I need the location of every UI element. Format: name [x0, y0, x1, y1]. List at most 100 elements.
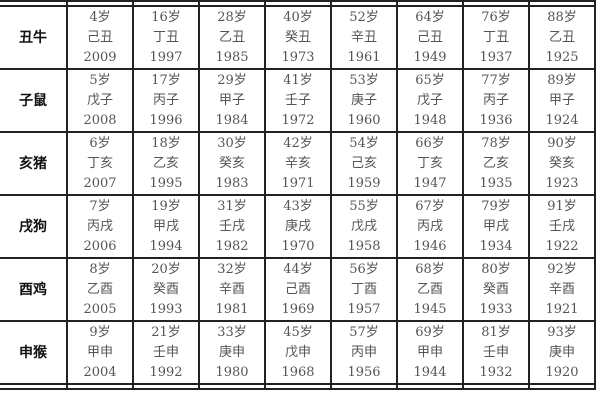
ganzhi-text: 癸亥: [218, 155, 245, 171]
age-text: 4岁: [89, 9, 111, 25]
ganzhi-text: 甲申: [86, 344, 113, 360]
age-text: 7岁: [89, 198, 111, 214]
ganzhi-text: 甲子: [548, 92, 575, 108]
ganzhi-text: 癸酉: [152, 281, 179, 297]
age-text: 17岁: [151, 72, 181, 88]
year-text: 1960: [347, 112, 381, 128]
year-text: 1961: [347, 49, 381, 65]
year-text: 1923: [545, 175, 579, 191]
age-text: 66岁: [415, 135, 445, 151]
year-text: 1996: [149, 112, 183, 128]
table-cell: [330, 383, 398, 390]
year-text: 1947: [413, 175, 447, 191]
age-text: 81岁: [481, 324, 511, 340]
year-text: 2007: [83, 175, 117, 191]
zodiac-label: 戌狗: [0, 194, 68, 259]
table-cell: 41岁 壬子 1972: [264, 68, 332, 133]
age-text: 77岁: [481, 72, 511, 88]
age-text: 6岁: [89, 135, 111, 151]
age-text: 57岁: [349, 324, 379, 340]
age-text: 65岁: [415, 72, 445, 88]
table-cell: [528, 383, 596, 390]
ganzhi-text: 乙酉: [86, 281, 113, 297]
table-row-partial-bottom: [0, 383, 596, 390]
year-text: 1937: [479, 49, 513, 65]
age-text: 67岁: [415, 198, 445, 214]
age-text: 88岁: [547, 9, 577, 25]
row-label: [0, 383, 68, 390]
table-cell: [132, 383, 200, 390]
table-cell: [66, 0, 134, 7]
age-text: 54岁: [349, 135, 379, 151]
age-text: 9岁: [89, 324, 111, 340]
age-text: 80岁: [481, 261, 511, 277]
year-text: 1949: [413, 49, 447, 65]
table-cell: 42岁 辛亥 1971: [264, 131, 332, 196]
age-text: 18岁: [151, 135, 181, 151]
table-cell: 30岁 癸亥 1983: [198, 131, 266, 196]
table-cell: [462, 0, 530, 7]
age-text: 64岁: [415, 9, 445, 25]
ganzhi-text: 辛酉: [218, 281, 245, 297]
ganzhi-text: 丁丑: [482, 29, 509, 45]
age-text: 45岁: [283, 324, 313, 340]
table-cell: 40岁 癸丑 1973: [264, 5, 332, 70]
ganzhi-text: 庚戌: [284, 218, 311, 234]
table-cell: 66岁 丁亥 1947: [396, 131, 464, 196]
age-text: 42岁: [283, 135, 313, 151]
table-cell: [330, 0, 398, 7]
ganzhi-text: 乙丑: [218, 29, 245, 45]
table-cell: 56岁 丁酉 1957: [330, 257, 398, 322]
age-text: 44岁: [283, 261, 313, 277]
age-text: 90岁: [547, 135, 577, 151]
year-text: 1932: [479, 364, 513, 380]
year-text: 1957: [347, 301, 381, 317]
table-cell: 57岁丙申 1956: [330, 320, 398, 385]
table-cell: [132, 0, 200, 7]
age-text: 68岁: [415, 261, 445, 277]
ganzhi-text: 丙申: [350, 344, 377, 360]
age-text: 53岁: [349, 72, 379, 88]
age-text: 32岁: [217, 261, 247, 277]
year-text: 2006: [83, 238, 117, 254]
year-text: 1985: [215, 49, 249, 65]
year-text: 1970: [281, 238, 315, 254]
year-text: 1983: [215, 175, 249, 191]
table-cell: 9岁 甲申 2004: [66, 320, 134, 385]
table-cell: 78岁 乙亥 1935: [462, 131, 530, 196]
ganzhi-text: 庚申: [218, 344, 245, 360]
table-cell: 89岁 甲子 1924: [528, 68, 596, 133]
year-text: 1971: [281, 175, 315, 191]
year-text: 1982: [215, 238, 249, 254]
table-cell: 8岁 乙酉 2005: [66, 257, 134, 322]
table-cell: 80岁 癸酉 1933: [462, 257, 530, 322]
age-text: 19岁: [151, 198, 181, 214]
table-cell: 64岁己丑 1949: [396, 5, 464, 70]
table-cell: 45岁 戊申 1968: [264, 320, 332, 385]
age-text: 43岁: [283, 198, 313, 214]
row-label: [0, 0, 68, 7]
table-cell: 54岁 己亥 1959: [330, 131, 398, 196]
ganzhi-text: 甲子: [218, 92, 245, 108]
table-cell: 17岁 丙子 1996: [132, 68, 200, 133]
table-cell: 44岁 己酉 1969: [264, 257, 332, 322]
table-cell: [528, 0, 596, 7]
age-text: 69岁: [415, 324, 445, 340]
ganzhi-text: 壬子: [284, 92, 311, 108]
year-text: 1956: [347, 364, 381, 380]
age-text: 40岁: [283, 9, 313, 25]
zodiac-age-table-view: 丑牛 4岁 己丑 2009 16岁 丁丑 1997 28岁 乙丑 1985 40岁 癸丑 1973 52岁…: [0, 0, 596, 390]
ganzhi-text: 己丑: [86, 29, 113, 45]
ganzhi-text: 戊子: [416, 92, 443, 108]
ganzhi-text: 辛丑: [350, 29, 377, 45]
ganzhi-text: 乙亥: [482, 155, 509, 171]
table-cell: 32岁 辛酉 1981: [198, 257, 266, 322]
ganzhi-text: 乙亥: [152, 155, 179, 171]
table-row: 子鼠 5岁 戊子 2008 17岁 丙子 1996 29岁 甲子 1984 41岁 壬子 1972 53岁…: [0, 68, 596, 133]
ganzhi-text: 丁亥: [86, 155, 113, 171]
age-text: 28岁: [217, 9, 247, 25]
year-text: 1936: [479, 112, 513, 128]
ganzhi-text: 己丑: [416, 29, 443, 45]
ganzhi-text: 戊戌: [350, 218, 377, 234]
ganzhi-text: 壬申: [482, 344, 509, 360]
